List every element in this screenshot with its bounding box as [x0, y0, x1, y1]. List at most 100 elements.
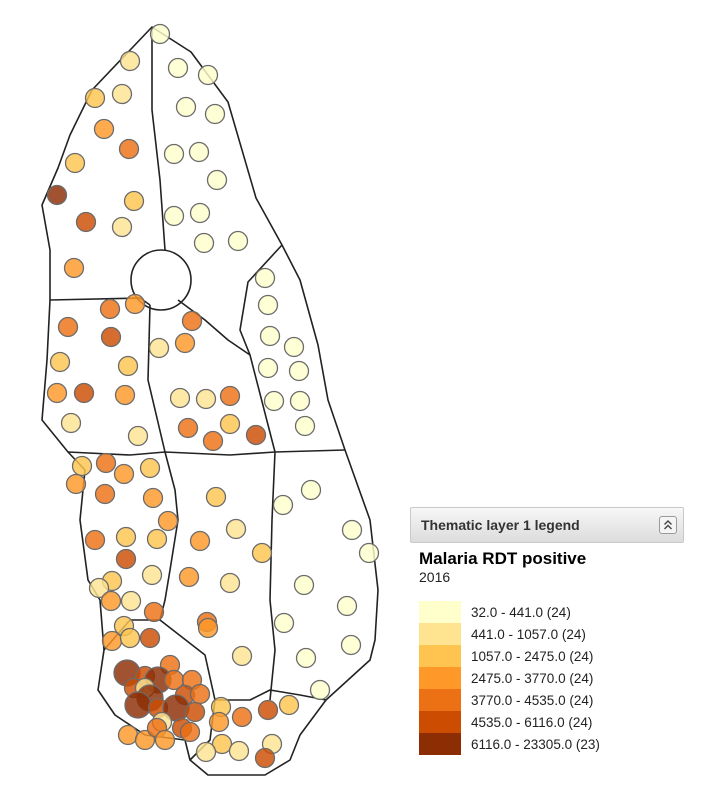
facility-marker[interactable] [204, 103, 226, 125]
facility-marker[interactable] [189, 530, 211, 552]
facility-marker[interactable] [64, 152, 86, 174]
facility-marker[interactable] [93, 118, 115, 140]
district-boundary[interactable] [67, 449, 346, 456]
facility-marker[interactable] [188, 141, 210, 163]
facility-marker[interactable] [205, 486, 227, 508]
facility-marker[interactable] [117, 355, 139, 377]
facility-marker[interactable] [340, 634, 362, 656]
facility-marker[interactable] [181, 310, 203, 332]
facility-marker[interactable] [245, 424, 267, 446]
facility-marker[interactable] [231, 645, 253, 667]
facility-marker[interactable] [118, 138, 140, 160]
facility-marker[interactable] [288, 360, 310, 382]
facility-marker[interactable] [219, 572, 241, 594]
facility-marker[interactable] [257, 357, 279, 379]
facility-marker[interactable] [178, 566, 200, 588]
facility-marker[interactable] [149, 23, 171, 45]
facility-marker[interactable] [139, 627, 161, 649]
district-boundary[interactable] [41, 26, 379, 776]
facility-marker[interactable] [111, 216, 133, 238]
facility-marker[interactable] [146, 528, 168, 550]
collapse-button[interactable] [659, 516, 677, 534]
district-boundary[interactable] [151, 27, 166, 251]
facility-marker[interactable] [119, 627, 141, 649]
facility-marker[interactable] [211, 733, 233, 755]
facility-marker[interactable] [300, 479, 322, 501]
facility-marker[interactable] [115, 526, 137, 548]
facility-marker[interactable] [208, 711, 230, 733]
facility-marker[interactable] [193, 232, 215, 254]
facility-marker[interactable] [127, 425, 149, 447]
facility-marker[interactable] [46, 184, 68, 206]
facility-marker[interactable] [95, 452, 117, 474]
legend-header[interactable]: Thematic layer 1 legend [410, 507, 684, 543]
facility-marker[interactable] [101, 630, 123, 652]
facility-marker[interactable] [309, 679, 331, 701]
facility-marker[interactable] [124, 293, 146, 315]
facility-marker[interactable] [179, 721, 201, 743]
facility-marker[interactable] [195, 388, 217, 410]
district-boundary[interactable] [159, 451, 179, 621]
facility-marker[interactable] [225, 518, 247, 540]
facility-marker[interactable] [289, 390, 311, 412]
facility-marker[interactable] [341, 519, 363, 541]
facility-marker[interactable] [75, 211, 97, 233]
facility-marker[interactable] [57, 316, 79, 338]
facility-marker[interactable] [197, 617, 219, 639]
facility-marker[interactable] [115, 548, 137, 570]
facility-marker[interactable] [228, 740, 250, 762]
facility-marker[interactable] [134, 729, 156, 751]
facility-marker[interactable] [157, 510, 179, 532]
facility-marker[interactable] [113, 463, 135, 485]
facility-marker[interactable] [189, 202, 211, 224]
facility-marker[interactable] [84, 87, 106, 109]
facility-marker[interactable] [163, 205, 185, 227]
facility-marker[interactable] [358, 542, 380, 564]
facility-marker[interactable] [219, 413, 241, 435]
facility-marker[interactable] [231, 706, 253, 728]
facility-marker[interactable] [143, 601, 165, 623]
district-boundary[interactable] [177, 299, 251, 356]
facility-marker[interactable] [278, 694, 300, 716]
facility-marker[interactable] [100, 590, 122, 612]
facility-marker[interactable] [293, 574, 315, 596]
facility-marker[interactable] [259, 325, 281, 347]
facility-marker[interactable] [141, 564, 163, 586]
facility-marker[interactable] [336, 595, 358, 617]
facility-marker[interactable] [195, 741, 217, 763]
facility-marker[interactable] [46, 382, 68, 404]
facility-marker[interactable] [117, 724, 139, 746]
facility-marker[interactable] [71, 455, 93, 477]
district-boundary[interactable] [147, 304, 166, 453]
facility-marker[interactable] [257, 294, 279, 316]
facility-marker[interactable] [142, 487, 164, 509]
facility-marker[interactable] [251, 542, 273, 564]
district-boundary[interactable] [215, 689, 327, 701]
facility-marker[interactable] [99, 298, 121, 320]
facility-marker[interactable] [124, 691, 152, 719]
facility-marker[interactable] [202, 430, 224, 452]
facility-marker[interactable] [184, 701, 206, 723]
facility-marker[interactable] [167, 57, 189, 79]
facility-marker[interactable] [272, 494, 294, 516]
facility-marker[interactable] [94, 483, 116, 505]
facility-marker[interactable] [120, 590, 142, 612]
facility-marker[interactable] [60, 412, 82, 434]
facility-marker[interactable] [88, 577, 110, 599]
facility-marker[interactable] [163, 143, 185, 165]
district-boundary[interactable] [130, 249, 192, 311]
facility-marker[interactable] [63, 257, 85, 279]
facility-marker[interactable] [283, 336, 305, 358]
facility-marker[interactable] [175, 96, 197, 118]
facility-marker[interactable] [84, 529, 106, 551]
facility-marker[interactable] [295, 647, 317, 669]
facility-marker[interactable] [227, 230, 249, 252]
facility-marker[interactable] [123, 190, 145, 212]
facility-marker[interactable] [111, 83, 133, 105]
facility-marker[interactable] [254, 267, 276, 289]
facility-marker[interactable] [148, 337, 170, 359]
facility-marker[interactable] [273, 612, 295, 634]
district-boundary[interactable] [269, 451, 276, 701]
facility-marker[interactable] [197, 64, 219, 86]
